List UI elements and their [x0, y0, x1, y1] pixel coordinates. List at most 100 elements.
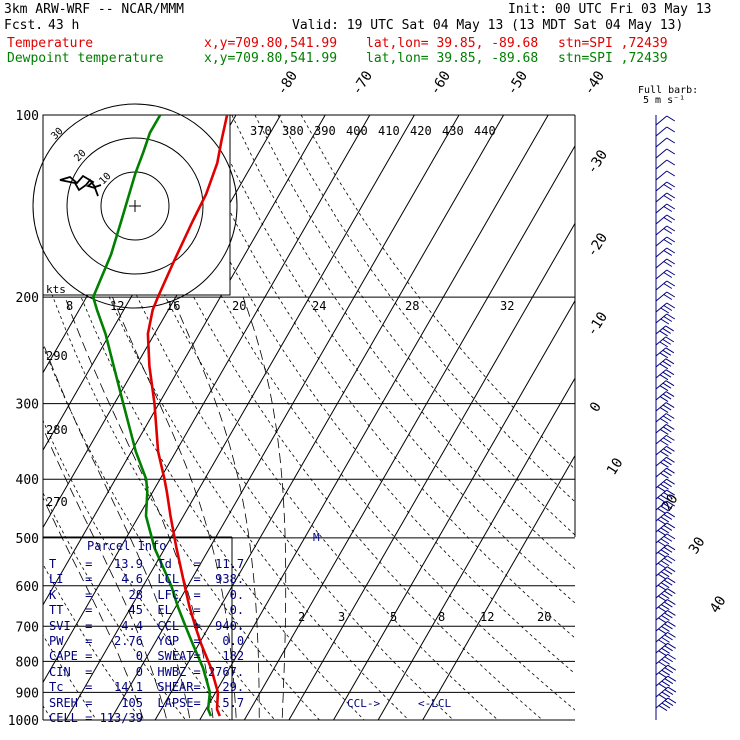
hodograph-ring [66, 137, 204, 275]
wind-barb-flag [657, 519, 667, 525]
dry-adiabat-line [43, 563, 142, 720]
barb-legend-units: 5 m s⁻¹ [643, 95, 685, 106]
wind-barb-flag [666, 126, 676, 133]
moist-adiabat-line [43, 341, 191, 720]
theta-e-label: 410 [378, 124, 400, 138]
pressure-tick-label: 900 [16, 686, 39, 701]
wind-barb-flag [664, 656, 673, 663]
dry-adiabat-line [231, 115, 575, 570]
dry-adiabat-line [92, 115, 499, 720]
isotherm-line [422, 454, 575, 720]
moist-adiabat-line [171, 296, 260, 720]
wind-barb-flag [660, 483, 669, 490]
wind-barb-flag [663, 557, 673, 564]
isotherm-label: 40 [707, 593, 730, 616]
dry-adiabat-line [116, 115, 544, 720]
wind-barb-flag [666, 214, 676, 221]
wind-barb-flag [665, 413, 675, 419]
isotherm-line [109, 115, 460, 720]
dewpoint-legend: Dewpoint temperature [7, 51, 164, 66]
wind-barb [655, 236, 668, 247]
wind-barb-flag [666, 566, 676, 573]
theta-e-label: 400 [346, 124, 368, 138]
mixing-ratio-label: 8 [66, 299, 73, 313]
wind-barb-flag [666, 302, 676, 309]
dry-adiabat-line [208, 115, 575, 604]
wind-barb-flag [666, 577, 676, 584]
wind-barb-flag [658, 639, 667, 646]
theta-label: 280 [46, 423, 68, 437]
wind-barb-flag [666, 478, 675, 485]
pressure-tick-label: 500 [16, 532, 39, 547]
dry-adiabat-line [43, 419, 231, 720]
wind-barbs [655, 115, 677, 720]
dry-adiabat-line [43, 491, 187, 720]
wind-barb-flag [662, 415, 672, 422]
mixing-ratio-label: 16 [166, 299, 180, 313]
wind-barb-flag [666, 236, 676, 243]
dry-adiabat-line [43, 267, 321, 720]
wind-barb-flag [667, 653, 676, 660]
wind-barb-flag [663, 514, 673, 520]
hodograph-box [42, 114, 231, 296]
wind-barb-flag [661, 658, 670, 665]
wind-barb-flag [666, 456, 675, 463]
wind-barb-flag [658, 595, 667, 602]
wind-barb-flag [657, 584, 667, 591]
parcel-row: CELL = 113/39 [49, 711, 143, 725]
wind-barb [655, 391, 667, 401]
wind-barb-flag [663, 305, 673, 311]
wind-barb [655, 511, 668, 522]
wind-barb-flag [661, 669, 671, 676]
wind-barb-flag [660, 472, 669, 479]
wind-barb-flag [663, 568, 673, 575]
wind-barb-flag [660, 494, 669, 501]
wind-barb-flag [663, 546, 673, 553]
wind-barb-flag [663, 481, 672, 488]
wind-barb [655, 291, 668, 302]
wind-barb-flag [661, 593, 670, 600]
mixing-ratio-label: 32 [500, 299, 514, 313]
wind-barb-flag [666, 489, 675, 496]
wind-barb-flag [661, 604, 670, 610]
wind-barb-flag [665, 347, 675, 354]
wind-barb-flag [665, 391, 675, 398]
wind-barb-flag [666, 170, 676, 177]
wind-barb [655, 522, 668, 533]
wind-barb [655, 336, 667, 346]
theta-e-label: 390 [314, 124, 336, 138]
wind-barb [655, 424, 667, 434]
wind-barb [655, 402, 667, 412]
wind-barb-flag [665, 325, 674, 332]
wind-barb-flag [663, 184, 673, 190]
temperature-latlon: lat,lon= 39.85, -89.68 [366, 36, 539, 51]
wind-barb [655, 445, 667, 456]
dry-adiabat-line [300, 115, 575, 470]
wind-barb-flag [666, 544, 676, 551]
wind-barb-flag [657, 551, 667, 558]
wind-barb-flag [665, 402, 675, 408]
isotherm-line [288, 222, 575, 720]
isotherm-label: -70 [349, 68, 376, 98]
lower-mixing-ratio-label: 8 [438, 610, 445, 624]
wind-barb-flag [658, 705, 668, 711]
wind-barb [655, 544, 668, 555]
dry-adiabat-line [43, 345, 276, 720]
wind-barb-flag [667, 610, 676, 616]
wind-barb [655, 269, 668, 280]
wind-barb [655, 347, 667, 357]
parcel-row: CIN = 0 HWBZ = 2767. [49, 664, 245, 679]
wind-barb-flag [663, 261, 673, 267]
pressure-tick-label: 600 [16, 580, 39, 595]
wind-barb-flag [660, 560, 670, 567]
wind-barb [655, 434, 667, 445]
wind-barb-flag [660, 549, 670, 556]
dry-adiabat-line [69, 115, 454, 720]
parcel-row: T = 13.9 Td = 11.7 [49, 557, 245, 571]
wind-barb-flag [664, 634, 673, 641]
wind-barb [655, 258, 668, 269]
wind-barb-flag [666, 280, 676, 287]
wind-barb [655, 181, 668, 192]
wind-barb-flag [658, 650, 667, 657]
m-marker: M [313, 531, 320, 544]
